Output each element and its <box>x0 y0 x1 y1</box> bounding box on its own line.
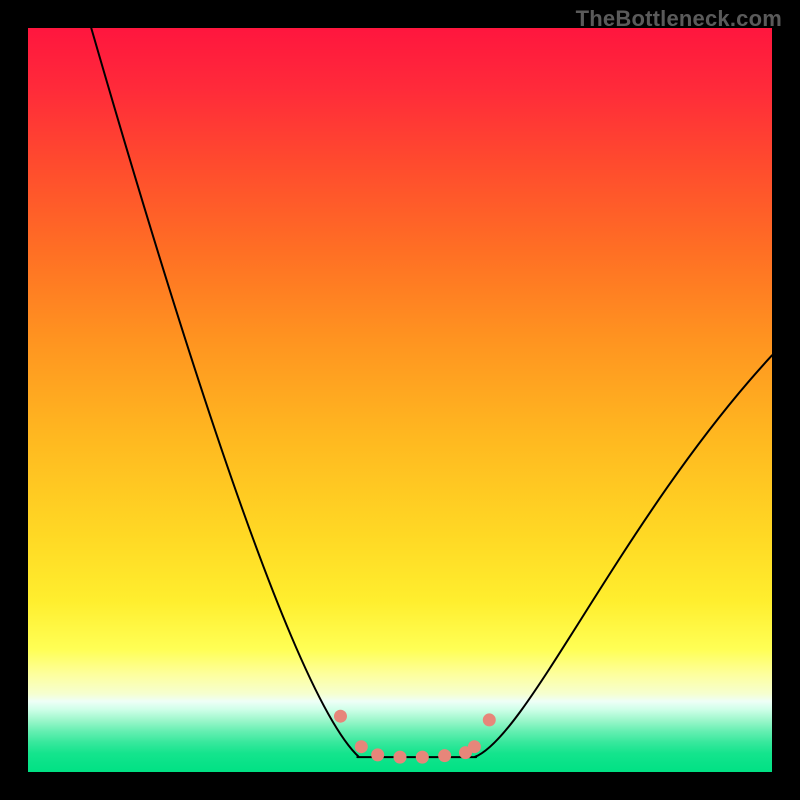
marker-point <box>394 751 407 764</box>
marker-point <box>416 751 429 764</box>
marker-point <box>438 749 451 762</box>
marker-point <box>355 740 368 753</box>
curve-layer <box>28 28 772 772</box>
chart-root: TheBottleneck.com <box>0 0 800 800</box>
marker-point <box>483 713 496 726</box>
marker-point <box>334 710 347 723</box>
plot-area <box>28 28 772 772</box>
marker-point <box>468 740 481 753</box>
marker-point <box>371 748 384 761</box>
bottleneck-curve <box>91 28 772 757</box>
